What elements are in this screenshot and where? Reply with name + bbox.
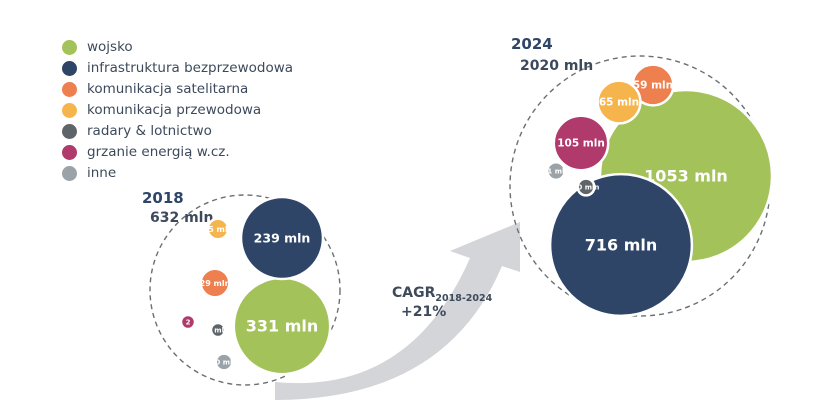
bubble-inne-2018 <box>214 352 234 372</box>
group-total-label: 2020 mln <box>520 58 593 74</box>
cagr-label: CAGR2018-2024 <box>392 285 493 304</box>
legend-swatch <box>62 124 77 139</box>
legend-swatch <box>62 61 77 76</box>
legend-label: komunikacja przewodowa <box>87 102 262 118</box>
bubble-grzanie-2018 <box>179 313 197 331</box>
bubble-przew-2018 <box>206 217 230 241</box>
bubble-value-label: 2 <box>186 318 191 326</box>
legend-label: komunikacja satelitarna <box>87 81 249 97</box>
bubble-sat-2018 <box>199 267 231 299</box>
bubble-value-label: 11 mln <box>543 167 570 175</box>
bubble-value-label: 10 mln <box>573 183 600 191</box>
bubble-przew-2024 <box>596 79 642 125</box>
cagr-period: 2018-2024 <box>435 293 492 304</box>
bubble-value-label: 239 mln <box>254 230 311 245</box>
legend-swatch <box>62 82 77 97</box>
bubble-value-label: 15 mln <box>203 225 234 234</box>
group-total-label: 632 mln <box>150 210 213 226</box>
group-year-label: 2024 <box>511 35 553 53</box>
bubble-infra-2018 <box>239 195 325 281</box>
group-year-label: 2018 <box>142 189 184 207</box>
group-enclosure-2018 <box>149 194 341 386</box>
cagr-value: +21% <box>401 304 446 320</box>
bubble-value-label: 716 mln <box>585 236 658 255</box>
cagr-label-main: CAGR <box>392 285 436 301</box>
cagr-arrow <box>275 222 520 400</box>
legend-label: wojsko <box>87 39 133 55</box>
bubble-value-label: 29 mln <box>200 279 231 288</box>
legend-label: grzanie energią w.cz. <box>87 144 230 160</box>
legend-swatch <box>62 145 77 160</box>
legend-swatch <box>62 166 77 181</box>
legend-label: inne <box>87 165 117 181</box>
bubble-radar-2018 <box>209 321 227 339</box>
bubble-value-label: 105 mln <box>557 138 605 150</box>
bubble-value-label: 6 mln <box>207 326 229 334</box>
bubble-value-label: 59 mln <box>633 80 673 92</box>
bubble-infra-2024 <box>548 172 694 318</box>
bubble-value-label: 331 mln <box>246 317 319 336</box>
bubble-radar-2024 <box>576 177 596 197</box>
bubble-value-label: 10 mln <box>211 358 238 366</box>
legend-swatch <box>62 40 77 55</box>
bubble-value-label: 65 mln <box>599 97 639 109</box>
legend-label: radary & lotnictwo <box>87 123 212 139</box>
bubble-inne-2024 <box>545 160 567 182</box>
bubble-grzanie-2024 <box>552 114 610 172</box>
bubble-value-label: 1053 mln <box>644 167 728 186</box>
legend-label: infrastruktura bezprzewodowa <box>87 60 294 76</box>
legend-swatch <box>62 103 77 118</box>
